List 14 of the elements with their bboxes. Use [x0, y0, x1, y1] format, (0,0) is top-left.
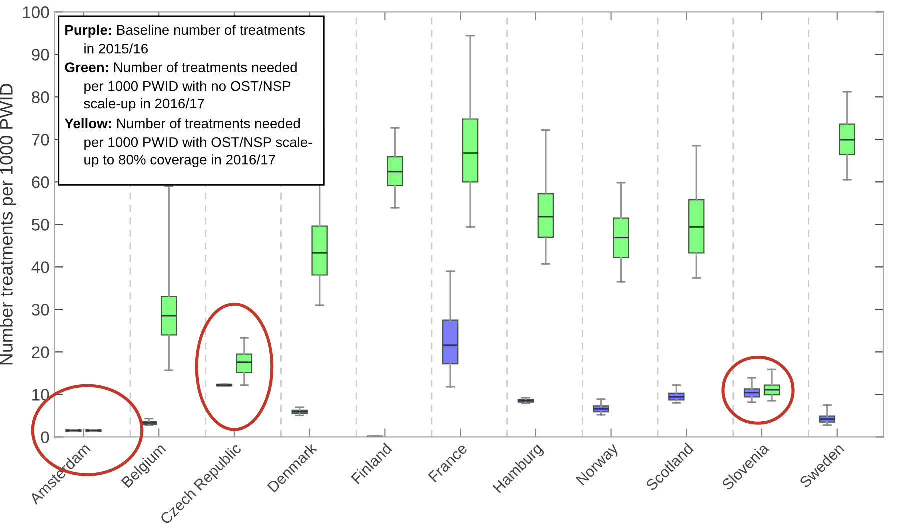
- y-tick-label: 50: [32, 219, 50, 231]
- annotation: Green: Number of treatments needed per 1000 PWID with no OST/NSP scale-up in 2016/17: [65, 62, 297, 112]
- y-tick-label: 0: [41, 432, 50, 444]
- y-tick-label: 70: [32, 134, 50, 146]
- y-tick-label: 60: [32, 176, 50, 188]
- y-axis-title: Number treatments per 1000 PWID: [0, 84, 16, 365]
- y-tick-label: 90: [32, 49, 50, 61]
- y-tick-label: 100: [23, 6, 50, 18]
- y-tick-label: 80: [32, 92, 50, 104]
- y-tick-label: 20: [32, 346, 50, 358]
- y-tick-label: 40: [32, 262, 50, 274]
- y-tick-label: 30: [32, 304, 50, 316]
- annotation: Purple: Baseline number of treatments in 2015/16: [66, 24, 306, 54]
- annotation: Yellow: Number of treatments needed per 1000 PWID with OST/NSP scale- up to 80% coverage in 2016/17: [64, 118, 312, 168]
